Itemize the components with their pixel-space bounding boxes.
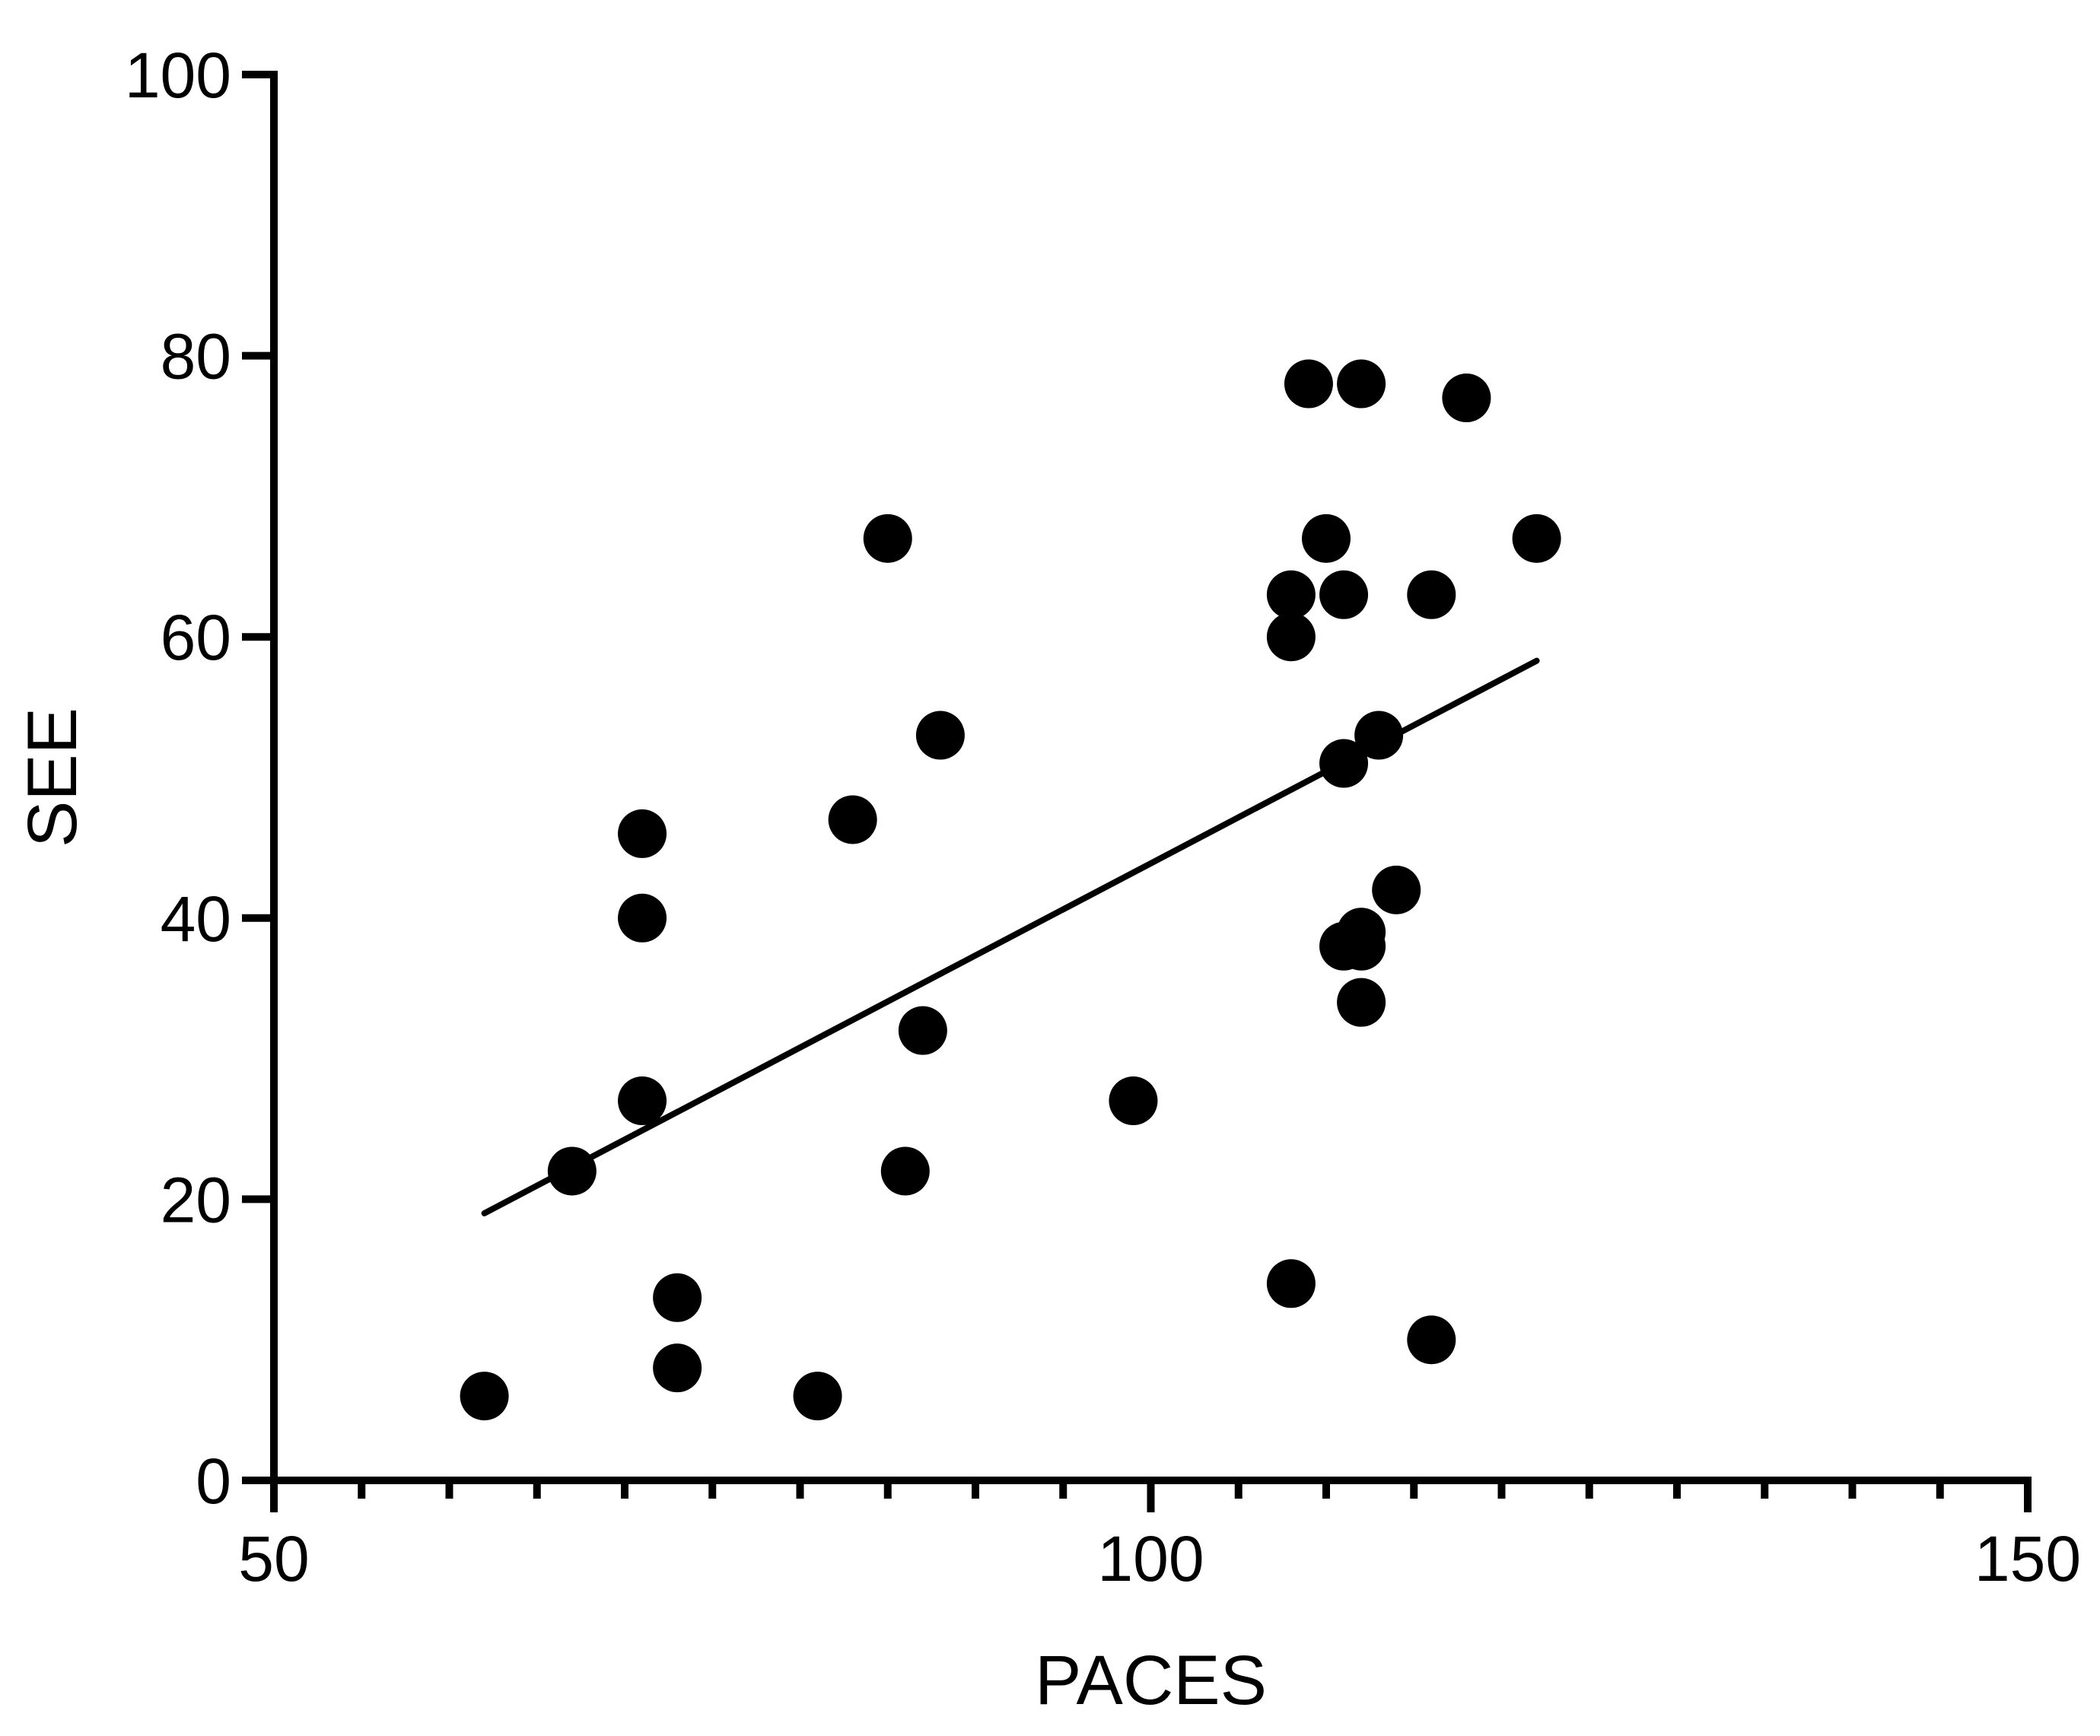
data-point xyxy=(1354,711,1404,760)
data-point xyxy=(547,1146,597,1196)
data-point xyxy=(793,1372,842,1421)
y-tick-label: 40 xyxy=(161,883,231,955)
x-tick-label: 150 xyxy=(1974,1523,2081,1595)
data-point xyxy=(1266,1259,1316,1308)
data-point xyxy=(1442,374,1491,423)
y-axis-title: SEE xyxy=(14,707,91,847)
data-point xyxy=(618,809,667,858)
x-axis-title: PACES xyxy=(1035,1642,1267,1719)
data-point xyxy=(863,513,912,563)
data-point xyxy=(618,1076,667,1126)
data-point xyxy=(653,1343,702,1393)
data-point xyxy=(1319,739,1369,788)
data-point xyxy=(1512,513,1561,563)
data-point xyxy=(460,1372,509,1421)
data-point xyxy=(653,1273,702,1322)
data-point xyxy=(1372,865,1421,914)
data-point xyxy=(1109,1076,1158,1126)
ticks-layer: 0 20 40 60 80 100 50 100 150 xyxy=(125,40,2081,1595)
data-point xyxy=(898,1006,947,1055)
data-point xyxy=(1407,570,1456,619)
data-point xyxy=(1266,612,1316,662)
x-tick-label: 100 xyxy=(1097,1523,1204,1595)
data-point xyxy=(618,893,667,943)
data-point xyxy=(915,711,965,760)
y-tick-label: 80 xyxy=(161,321,231,393)
y-tick-label: 20 xyxy=(161,1164,231,1235)
axes-layer xyxy=(270,71,2032,1484)
data-point xyxy=(1319,570,1369,619)
data-point xyxy=(1337,978,1386,1027)
x-tick-label: 50 xyxy=(238,1523,309,1595)
y-tick-label: 60 xyxy=(161,602,231,673)
data-point xyxy=(1284,359,1333,409)
y-tick-label: 0 xyxy=(196,1445,231,1517)
data-point xyxy=(1337,921,1386,971)
data-point xyxy=(1407,1315,1456,1365)
data-point xyxy=(880,1146,930,1196)
data-point xyxy=(828,795,877,844)
data-point xyxy=(1302,513,1351,563)
data-points-layer xyxy=(460,359,1561,1421)
y-tick-label: 100 xyxy=(125,40,231,111)
data-point xyxy=(1337,359,1386,409)
data-point xyxy=(1266,570,1316,619)
